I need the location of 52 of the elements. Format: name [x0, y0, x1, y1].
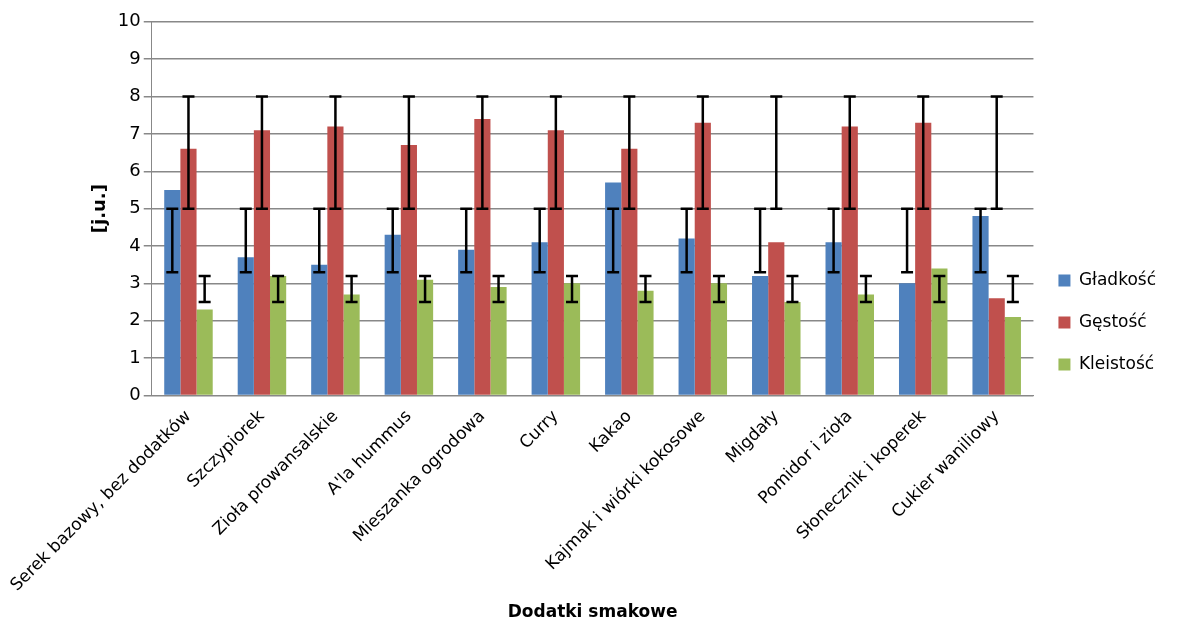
bar: [237, 257, 254, 395]
x-axis-title: Dodatki smakowe: [507, 601, 678, 622]
bar: [458, 249, 475, 395]
bar: [710, 283, 728, 395]
bar: [416, 279, 434, 395]
bar: [988, 298, 1005, 395]
bar: [384, 234, 401, 395]
legend-label: Gęstość: [1078, 310, 1147, 331]
bar: [270, 275, 287, 395]
bar: [531, 242, 548, 395]
y-tick-label: 1: [129, 345, 141, 367]
bar: [563, 283, 581, 395]
y-tick-label: 3: [129, 271, 141, 293]
bar: [400, 145, 417, 395]
bar: [825, 242, 842, 395]
bar: [327, 126, 344, 395]
y-tick-label: 9: [129, 46, 141, 68]
bar: [474, 118, 491, 395]
bar: [752, 275, 769, 395]
bar: [164, 189, 181, 395]
bar: [605, 182, 622, 395]
y-tick-label: 4: [129, 233, 141, 255]
bar: [972, 216, 989, 395]
bar: [196, 309, 213, 395]
y-tick-label: 6: [129, 158, 141, 180]
bar: [547, 130, 564, 395]
bar: [621, 148, 638, 395]
y-tick-label: 8: [129, 84, 141, 106]
y-tick-label: 2: [129, 308, 141, 330]
bar: [931, 268, 948, 395]
bar: [784, 302, 801, 395]
y-axis-title: [j.u.]: [87, 184, 109, 234]
y-tick-label: 5: [129, 196, 141, 218]
bar: [343, 294, 360, 395]
y-tick-label: 10: [117, 9, 141, 31]
bar: [768, 242, 785, 395]
y-tick-label: 0: [129, 383, 141, 405]
bar: [915, 122, 932, 395]
bar: [490, 287, 507, 395]
bar: [898, 283, 916, 395]
bar: [1004, 317, 1021, 395]
bar: [637, 290, 654, 395]
bar: [857, 294, 874, 395]
bar: [841, 126, 858, 395]
bar: [678, 238, 695, 395]
bar: [311, 264, 328, 395]
y-tick-label: 7: [129, 121, 141, 143]
bar: [180, 148, 197, 395]
legend-label: Gładkość: [1078, 268, 1157, 289]
legend-label: Kleistość: [1078, 352, 1155, 373]
bar: [694, 122, 711, 395]
bar: [253, 130, 271, 395]
